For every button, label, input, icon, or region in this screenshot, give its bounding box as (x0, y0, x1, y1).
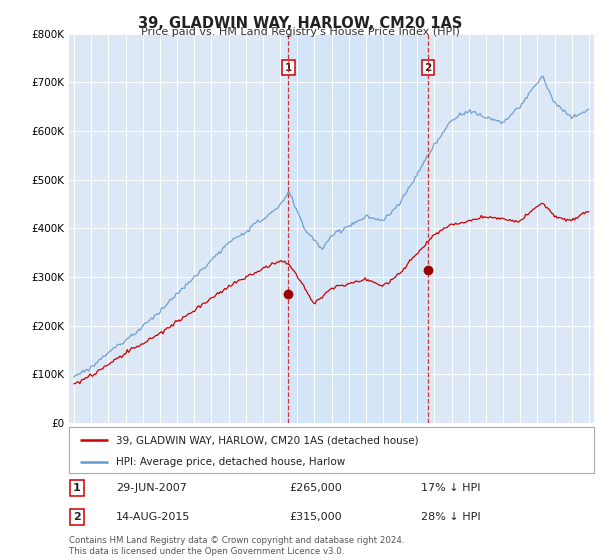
Text: Price paid vs. HM Land Registry's House Price Index (HPI): Price paid vs. HM Land Registry's House … (140, 27, 460, 37)
Text: 14-AUG-2015: 14-AUG-2015 (116, 512, 191, 522)
Text: 1: 1 (73, 483, 81, 493)
Bar (289, 34, 428, 423)
Text: £265,000: £265,000 (290, 483, 342, 493)
Text: 1: 1 (285, 63, 292, 73)
Text: HPI: Average price, detached house, Harlow: HPI: Average price, detached house, Harl… (116, 457, 346, 466)
Text: 2: 2 (73, 512, 81, 522)
Text: 28% ↓ HPI: 28% ↓ HPI (421, 512, 481, 522)
Text: 17% ↓ HPI: 17% ↓ HPI (421, 483, 480, 493)
Text: £315,000: £315,000 (290, 512, 342, 522)
Text: 39, GLADWIN WAY, HARLOW, CM20 1AS (detached house): 39, GLADWIN WAY, HARLOW, CM20 1AS (detac… (116, 435, 419, 445)
Text: 2: 2 (424, 63, 431, 73)
Text: Contains HM Land Registry data © Crown copyright and database right 2024.
This d: Contains HM Land Registry data © Crown c… (69, 536, 404, 556)
Text: 39, GLADWIN WAY, HARLOW, CM20 1AS: 39, GLADWIN WAY, HARLOW, CM20 1AS (138, 16, 462, 31)
Text: 29-JUN-2007: 29-JUN-2007 (116, 483, 187, 493)
